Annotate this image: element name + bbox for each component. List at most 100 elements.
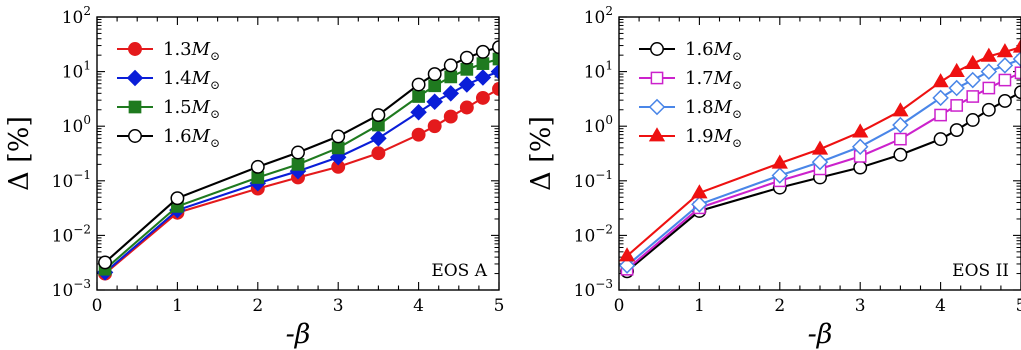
data-point — [428, 79, 442, 93]
legend-label: 1.6M⊙ — [685, 39, 742, 63]
legend-entry: 1.3M⊙ — [117, 39, 220, 63]
data-point — [892, 102, 909, 117]
y-axis-ticks — [619, 16, 1021, 291]
series-1.7 — [620, 66, 1021, 276]
data-point — [998, 73, 1012, 87]
data-point — [691, 196, 708, 213]
data-point — [948, 62, 965, 78]
data-point — [331, 129, 346, 144]
legend-entry: 1.7M⊙ — [639, 68, 742, 92]
data-point — [894, 132, 907, 146]
chart-panel-2: 0 1 2 3 4 5 10−3 10−2 10−1 100 101 102 -β Δ [%] EOS II… — [526, 4, 1021, 350]
x-axis-label: -β — [808, 319, 833, 350]
data-point — [412, 90, 425, 103]
x-axis-ticks — [96, 17, 500, 290]
legend-entry: 1.5M⊙ — [117, 97, 220, 121]
data-point — [371, 108, 386, 123]
data-point — [474, 69, 492, 86]
data-point — [980, 63, 998, 80]
y-tick-label: 101 — [584, 59, 613, 83]
x-tick-label: 3 — [855, 296, 866, 316]
x-tick-label: 0 — [92, 296, 103, 316]
legend: 1.6M⊙ 1.7M⊙ 1.8M⊙ 1.9M⊙ — [639, 39, 742, 150]
series-1.4 — [97, 63, 499, 281]
legend-label: 1.8M⊙ — [685, 97, 742, 121]
data-point — [771, 154, 788, 169]
plot-frame — [618, 16, 1021, 291]
data-point — [950, 99, 964, 112]
data-point — [291, 145, 305, 160]
x-tick-label: 1 — [694, 296, 705, 316]
data-point — [475, 90, 490, 105]
data-point — [442, 85, 460, 102]
y-tick-label: 101 — [62, 59, 91, 83]
data-point — [964, 71, 982, 89]
data-point — [410, 104, 427, 121]
series-1.6 — [98, 40, 499, 270]
data-point — [371, 146, 386, 161]
legend-label: 1.9M⊙ — [685, 126, 742, 150]
y-tick-label: 10−3 — [52, 277, 91, 301]
data-point — [98, 255, 112, 270]
legend-marker — [648, 98, 666, 116]
data-point — [490, 63, 499, 80]
x-tick-label: 4 — [935, 296, 946, 316]
y-tick-label: 10−3 — [574, 277, 613, 301]
data-point — [1014, 85, 1021, 100]
plot-frame — [96, 16, 500, 291]
data-point — [982, 81, 996, 95]
x-tick-label: 2 — [252, 296, 263, 316]
series-1.6 — [620, 85, 1021, 279]
data-point — [892, 116, 909, 134]
legend-marker — [128, 129, 142, 143]
data-point — [426, 93, 443, 111]
data-point — [619, 257, 636, 274]
data-point — [965, 113, 980, 127]
legend-entry: 1.8M⊙ — [639, 97, 742, 121]
legend: 1.3M⊙ 1.4M⊙ 1.5M⊙ 1.6M⊙ — [117, 39, 220, 150]
data-point — [996, 43, 1014, 58]
data-point — [250, 159, 265, 174]
data-point — [771, 167, 789, 184]
data-point — [966, 90, 980, 103]
x-tick-label: 5 — [494, 296, 505, 316]
y-tick-label: 100 — [62, 113, 91, 137]
series-1.5 — [98, 52, 499, 276]
data-point — [443, 109, 458, 124]
data-point — [981, 102, 996, 117]
data-point — [948, 79, 965, 97]
data-point — [980, 47, 997, 62]
series-1.8 — [619, 50, 1021, 274]
x-tick-label: 4 — [413, 296, 424, 316]
legend-marker — [128, 42, 142, 56]
data-point — [460, 62, 474, 76]
data-point — [1012, 50, 1021, 68]
data-point — [370, 130, 387, 147]
data-point — [934, 108, 947, 122]
data-point — [619, 247, 636, 262]
legend-label: 1.7M⊙ — [685, 68, 742, 92]
data-point — [458, 76, 476, 93]
y-tick-label: 102 — [62, 4, 91, 28]
y-tick-label: 100 — [584, 113, 613, 137]
data-point — [893, 147, 908, 162]
data-point — [996, 57, 1014, 74]
data-point — [444, 70, 458, 84]
series-1.3 — [98, 82, 499, 281]
data-point — [476, 57, 490, 70]
y-tick-label: 10−1 — [574, 168, 613, 192]
data-point — [427, 119, 442, 134]
data-point — [459, 50, 474, 65]
x-axis-label: -β — [286, 319, 311, 350]
x-tick-label: 0 — [614, 296, 625, 316]
legend-entry: 1.6M⊙ — [117, 126, 220, 150]
data-point — [932, 73, 949, 88]
x-tick-label: 5 — [1016, 296, 1021, 316]
legend-marker — [128, 100, 142, 114]
y-tick-label: 10−2 — [52, 222, 91, 246]
legend-label: 1.5M⊙ — [163, 97, 220, 121]
legend-entry: 1.4M⊙ — [117, 68, 220, 92]
legend-marker — [650, 42, 664, 56]
x-tick-label: 2 — [774, 296, 785, 316]
